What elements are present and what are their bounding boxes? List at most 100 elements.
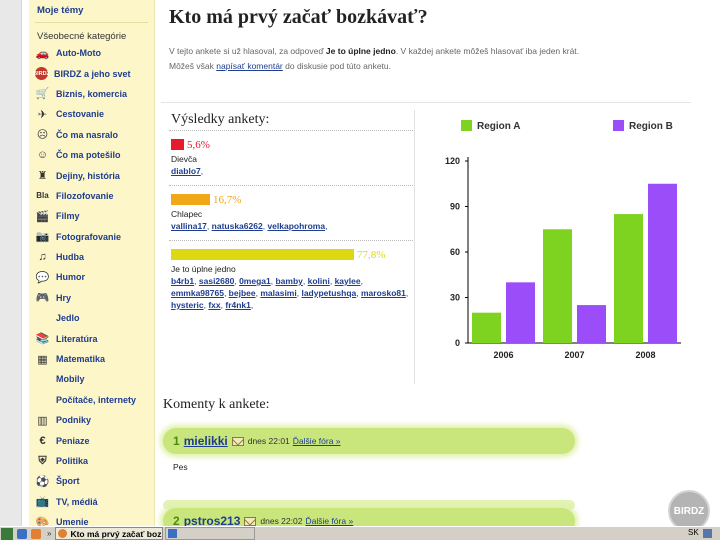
quicklaunch-expand-icon[interactable]: » xyxy=(47,529,52,538)
blank-icon xyxy=(35,372,50,386)
quicklaunch-desktop-icon[interactable] xyxy=(17,528,27,539)
sidebar-item[interactable]: Bla Filozofovanie xyxy=(29,186,154,206)
sidebar-item[interactable]: 🛒 Biznis, komercia xyxy=(29,84,154,104)
envelope-icon[interactable] xyxy=(244,516,257,526)
sidebar-item[interactable]: ✈ Cestovanie xyxy=(29,104,154,124)
sidebar-item[interactable]: 📺 TV, médiá xyxy=(29,492,154,512)
voter-link[interactable]: kaylee xyxy=(334,276,361,286)
angry-face-icon: ☹ xyxy=(36,129,49,142)
info-line2-suffix: do diskusie pod túto anketu. xyxy=(285,61,391,71)
firefox-icon xyxy=(58,529,68,538)
my-topics-link[interactable]: Moje témy xyxy=(37,5,84,16)
voter-link[interactable]: marosko81 xyxy=(361,288,406,298)
comment-user-link[interactable]: mielikki xyxy=(183,434,228,448)
sidebar-item[interactable]: € Peniaze xyxy=(29,430,154,450)
voter-link[interactable]: fxx xyxy=(208,300,221,310)
sidebar-item[interactable]: ▥ Podniky xyxy=(29,410,154,430)
blank-icon xyxy=(35,311,50,325)
sidebar-item[interactable]: 💬 Humor xyxy=(29,267,154,287)
results-divider xyxy=(169,185,415,186)
sidebar-item[interactable]: 🚗 Auto-Moto xyxy=(29,43,154,63)
comment-footer-stripe xyxy=(163,500,575,510)
sidebar-item[interactable]: ⛨ Politika xyxy=(29,451,154,471)
y-tick-label: 90 xyxy=(450,202,460,212)
sidebar-item[interactable]: Jedlo xyxy=(29,308,154,328)
music-note-icon: ♫ xyxy=(38,251,47,264)
slovak-emblem-icon: ⛨ xyxy=(38,454,47,467)
sidebar-item[interactable]: 🎬 Filmy xyxy=(29,206,154,226)
voter-link[interactable]: natuska6262 xyxy=(211,221,263,231)
sidebar-item-label: Čo ma nasralo xyxy=(56,129,119,140)
voter-link[interactable]: vallina17 xyxy=(171,221,207,231)
language-indicator[interactable]: SK xyxy=(688,528,699,537)
poll-option-label: Dievča xyxy=(171,154,197,164)
tray-icon[interactable] xyxy=(703,529,712,538)
voter-link[interactable]: sasi2680 xyxy=(198,276,235,286)
more-forums-link[interactable]: Ďalšie fóra » xyxy=(305,516,354,526)
voter-link[interactable]: velkapohroma xyxy=(267,221,326,231)
sidebar-item-label: Hry xyxy=(56,292,72,303)
legend-label: Region B xyxy=(629,121,673,132)
sidebar-item[interactable]: BIRDZ BIRDZ a jeho svet xyxy=(29,63,154,83)
envelope-icon[interactable] xyxy=(231,436,244,446)
voter-link[interactable]: 0mega1 xyxy=(239,276,271,286)
sidebar-item-label: Umenie xyxy=(56,517,89,526)
divider xyxy=(161,102,691,103)
comment-header: 1 mielikki dnes 22:01 Ďalšie fóra » xyxy=(163,428,575,454)
voter-link[interactable]: malasimi xyxy=(260,288,297,298)
taskbar-window[interactable] xyxy=(165,527,256,540)
voter-link[interactable]: fr4nk1 xyxy=(225,300,251,310)
sidebar-item-label: Dejiny, história xyxy=(56,170,120,181)
voter-link[interactable]: hysteric xyxy=(171,300,204,310)
sidebar-item-label: Podniky xyxy=(56,415,92,426)
taskbar-active-window[interactable]: Kto má prvý začať bozkáv... xyxy=(55,527,164,540)
sidebar-item[interactable]: ⚽ Šport xyxy=(29,471,154,491)
sidebar-item-label: Auto-Moto xyxy=(56,48,101,59)
sidebar-item-label: Počítače, internety xyxy=(56,394,137,405)
birdz-logo[interactable]: BIRDZ xyxy=(668,490,710,532)
tv-icon: 📺 xyxy=(35,496,50,509)
x-tick-label: 2008 xyxy=(635,350,655,360)
sidebar-item[interactable]: 📚 Literatúra xyxy=(29,328,154,348)
bar-region-b-2007 xyxy=(577,305,606,343)
poll-percent: 77,8% xyxy=(357,248,386,261)
write-comment-link[interactable]: napísať komentár xyxy=(216,61,283,71)
poll-bar xyxy=(171,194,210,205)
voter-link[interactable]: bejbee xyxy=(228,288,256,298)
voter-link[interactable]: b4rb1 xyxy=(171,276,195,286)
legend-label: Region A xyxy=(477,121,521,132)
sidebar-item-label: Humor xyxy=(56,272,85,283)
gamepad-icon: 🎮 xyxy=(35,292,50,305)
start-button[interactable] xyxy=(1,527,13,540)
sidebar-item-label: TV, médiá xyxy=(56,496,98,507)
sidebar-item[interactable]: Mobily xyxy=(29,369,154,389)
sidebar-item[interactable]: 🎮 Hry xyxy=(29,288,154,308)
voter-link[interactable]: emmka98765 xyxy=(171,288,224,298)
voter-link[interactable]: kolini xyxy=(307,276,330,286)
poll-option-label: Chlapec xyxy=(171,209,203,219)
sidebar-item[interactable]: ☹ Čo ma nasralo xyxy=(29,125,154,145)
comment-user-link[interactable]: pstros213 xyxy=(183,514,241,528)
sidebar-item[interactable]: 📷 Fotografovanie xyxy=(29,227,154,247)
voters-list: vallina17, natuska6262, velkapohroma, xyxy=(171,221,328,231)
quicklaunch-firefox-icon[interactable] xyxy=(31,528,41,539)
sidebar-item-label: Šport xyxy=(56,476,80,487)
sidebar-item[interactable]: ▦ Matematika xyxy=(29,349,154,369)
legend-swatch xyxy=(613,120,624,131)
comment-time: dnes 22:01 xyxy=(247,436,290,446)
sidebar-item[interactable]: ♜ Dejiny, história xyxy=(29,165,154,185)
poll-option: 5,6% Dievča diablo7, xyxy=(171,138,415,177)
sidebar-item[interactable]: 🎨 Umenie xyxy=(29,512,154,526)
airplane-icon: ✈ xyxy=(37,108,48,121)
voter-link[interactable]: ladypetushqa xyxy=(301,288,357,298)
taskbar: » Kto má prvý začať bozkáv... SK xyxy=(0,526,720,540)
voted-answer: Je to úplne jedno xyxy=(325,46,396,56)
more-forums-link[interactable]: Ďalšie fóra » xyxy=(292,436,341,446)
voter-link[interactable]: bamby xyxy=(275,276,303,286)
sidebar-item[interactable]: Počítače, internety xyxy=(29,390,154,410)
voter-link[interactable]: diablo7 xyxy=(171,166,201,176)
sidebar-item[interactable]: ☺ Čo ma potešilo xyxy=(29,145,154,165)
comment-time: dnes 22:02 xyxy=(260,516,303,526)
sidebar-item[interactable]: ♫ Hudba xyxy=(29,247,154,267)
sidebar-item-label: Politika xyxy=(56,456,89,466)
